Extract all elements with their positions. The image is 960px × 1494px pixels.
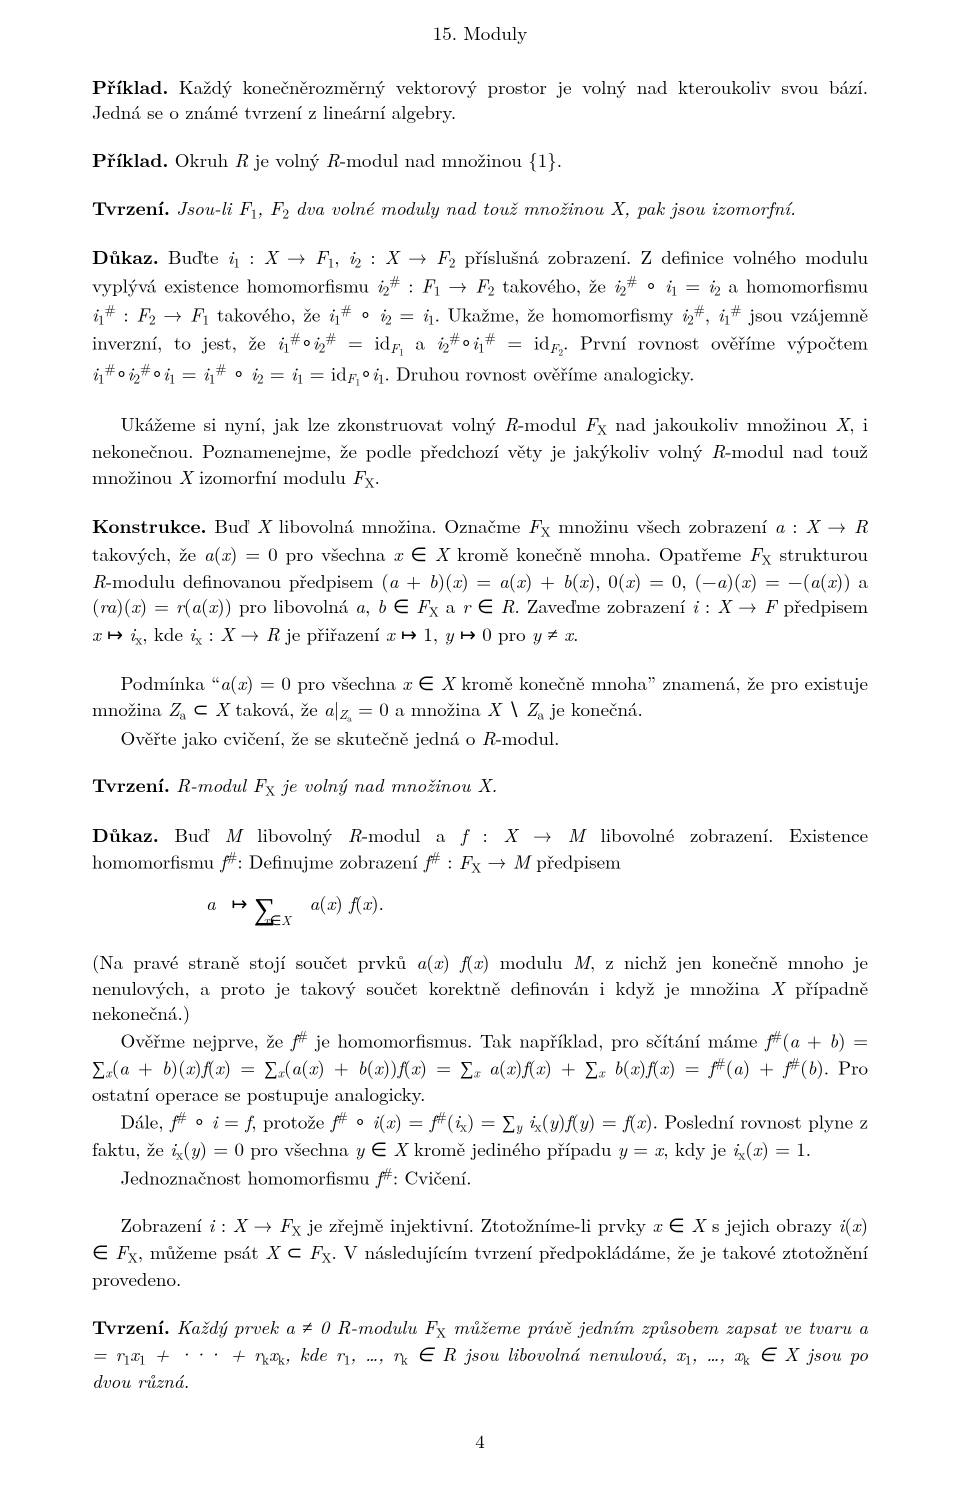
paragraph-konstrukce: Konstrukce. Buď X libovolná množina. Ozn…	[92, 513, 868, 648]
display-formula: a ↦ ∑x∈X a(x) f(x).	[206, 886, 868, 927]
paragraph-zobrazeni-i: Zobrazení i : X → FX je zřejmě injektivn…	[92, 1212, 868, 1292]
paragraph-tvrzeni-3: Tvrzení. Každý prvek a ≠ 0 R-modulu FX m…	[92, 1314, 868, 1394]
paragraph-cviceni-rmodul: Ověřte jako cvičení, že se skutečně jedn…	[92, 725, 868, 751]
paragraph-overme-homo: Ověřme nejprve, že f# je homomorfismus. …	[92, 1026, 868, 1107]
paragraph-intro-construction: Ukážeme si nyní, jak lze zkonstruovat vo…	[92, 411, 868, 491]
paragraph-priklad-2: Příklad. Okruh R je volný R-modul nad mn…	[92, 147, 868, 173]
paragraph-dale-fi: Dále, f# ∘ i = f, protože f# ∘ i(x) = f#…	[92, 1107, 868, 1163]
paragraph-jednoznacnost: Jednoznačnost homomorfismu f#: Cvičení.	[92, 1163, 868, 1190]
paragraph-komentar-suma: (Na pravé straně stojí součet prvků a(x)…	[92, 949, 868, 1026]
page-number: 4	[92, 1428, 868, 1454]
paragraph-tvrzeni-1: Tvrzení. Jsou-li F1, F2 dva volné moduly…	[92, 195, 868, 222]
paragraph-dukaz-2: Důkaz. Buď M libovolný R-modul a f : X →…	[92, 822, 868, 876]
chapter-title: 15. Moduly	[92, 20, 868, 46]
paragraph-dukaz-1: Důkaz. Buďte i1 : X → F1, i2 : X → F2 př…	[92, 244, 868, 389]
paragraph-priklad-1: Příklad. Každý konečněrozměrný vektorový…	[92, 74, 868, 125]
paragraph-poznamka-za: Podmínka “a(x) = 0 pro všechna x ∈ X kro…	[92, 670, 868, 725]
paragraph-tvrzeni-2: Tvrzení. R-modul FX je volný nad množino…	[92, 772, 868, 799]
